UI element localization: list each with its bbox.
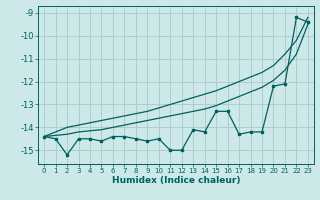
X-axis label: Humidex (Indice chaleur): Humidex (Indice chaleur) <box>112 176 240 185</box>
